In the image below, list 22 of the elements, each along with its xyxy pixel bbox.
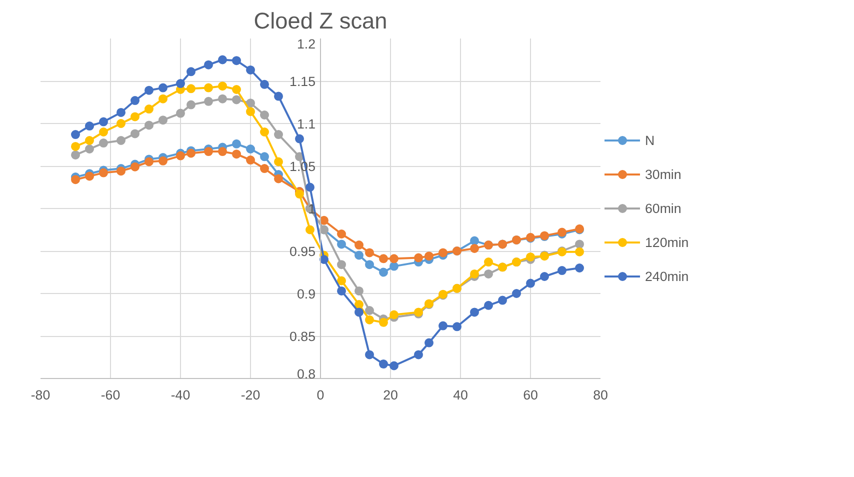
y-tick-label: 0.95 <box>290 244 316 259</box>
x-tick-label: 40 <box>453 388 468 402</box>
legend-label: N <box>645 132 656 148</box>
x-tick-label: 60 <box>523 388 538 402</box>
y-tick-label: 1.1 <box>296 116 316 132</box>
legend-label: 240min <box>645 268 689 284</box>
legend-label: 30min <box>645 166 682 182</box>
x-tick-label: -60 <box>100 388 120 402</box>
chart-title: Cloed Z scan <box>254 8 388 34</box>
x-tick-label: 80 <box>593 388 608 402</box>
legend-label: 120min <box>645 234 689 250</box>
y-tick-label: 1.15 <box>290 74 316 89</box>
legend-label: 60min <box>645 200 682 216</box>
y-tick-label: 0.9 <box>296 286 316 302</box>
x-tick-label: -80 <box>30 388 50 402</box>
x-tick-label: -20 <box>240 388 260 402</box>
y-tick-label: 0.85 <box>290 329 316 344</box>
x-tick-label: 0 <box>316 388 324 402</box>
y-tick-label: 0.8 <box>296 366 316 382</box>
y-tick-label: 1.2 <box>296 36 316 52</box>
x-tick-label: -40 <box>170 388 190 402</box>
x-tick-label: 20 <box>383 388 398 402</box>
